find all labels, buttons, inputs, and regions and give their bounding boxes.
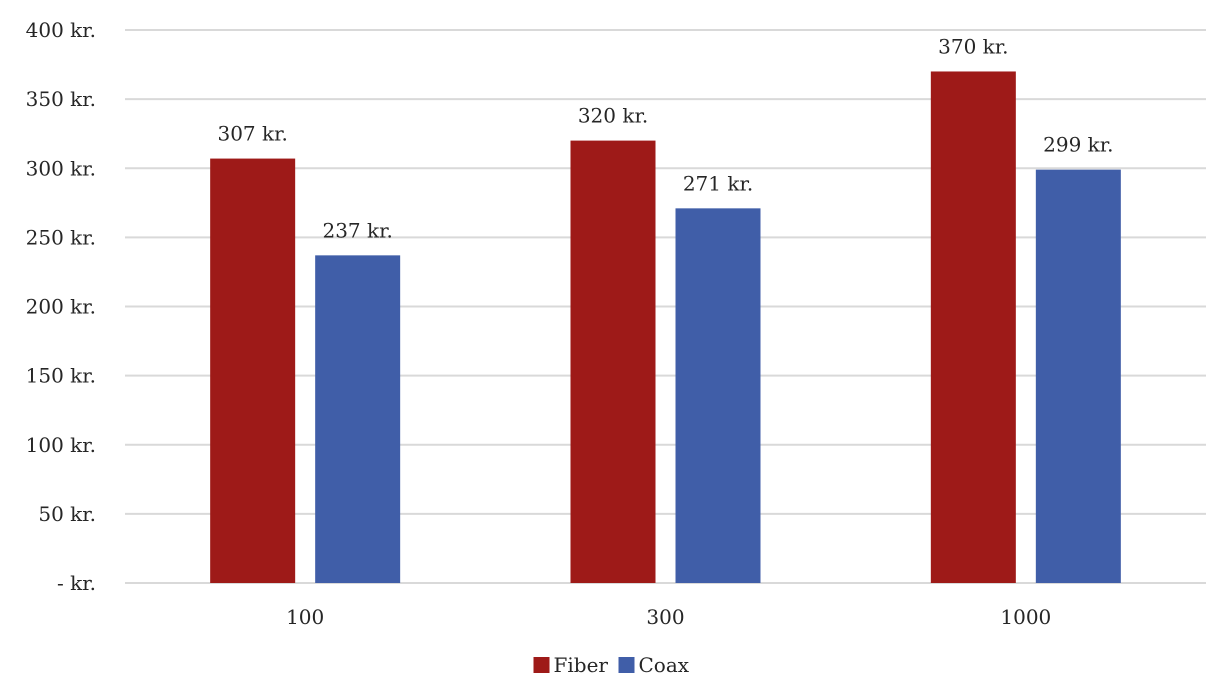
bar-fiber-100	[210, 158, 296, 583]
y-tick-label: 50 kr.	[38, 502, 96, 526]
data-label: 370 kr.	[938, 34, 1008, 58]
legend-label-fiber: Fiber	[554, 653, 609, 677]
y-tick-label: 200 kr.	[26, 295, 96, 319]
y-tick-label: 100 kr.	[26, 433, 96, 457]
bar-coax-100	[315, 255, 401, 583]
gridlines	[125, 29, 1206, 584]
y-tick-label: 250 kr.	[26, 225, 96, 249]
y-tick-label: 350 kr.	[26, 87, 96, 111]
x-tick-label: 100	[286, 605, 324, 629]
data-label: 307 kr.	[217, 122, 287, 146]
bar-coax-300	[675, 208, 761, 583]
legend-swatch-coax	[618, 657, 635, 673]
data-label: 320 kr.	[578, 104, 648, 128]
bar-fiber-300	[570, 140, 656, 583]
y-axis-ticks: - kr. 50 kr. 100 kr. 150 kr. 200 kr. 250 kr. 3…	[26, 18, 96, 595]
bar-fiber-1000	[930, 71, 1016, 583]
data-label: 237 kr.	[322, 218, 392, 242]
legend-swatch-fiber	[533, 657, 550, 673]
data-labels: 307 kr. 237 kr. 320 kr. 271 kr. 370 kr. 299 k…	[217, 34, 1113, 242]
x-tick-label: 1000	[1000, 605, 1051, 629]
y-tick-label: 150 kr.	[26, 364, 96, 388]
x-axis-ticks: 100 300 1000	[286, 605, 1051, 629]
data-label: 271 kr.	[683, 171, 753, 195]
legend: Fiber Coax	[533, 653, 690, 677]
bar-coax-1000	[1035, 169, 1121, 583]
legend-label-coax: Coax	[639, 653, 690, 677]
y-tick-label: 400 kr.	[26, 18, 96, 42]
bars	[210, 71, 1121, 583]
y-tick-label: 300 kr.	[26, 156, 96, 180]
x-tick-label: 300	[646, 605, 684, 629]
data-label: 299 kr.	[1043, 133, 1113, 157]
y-tick-label: - kr.	[57, 571, 96, 595]
